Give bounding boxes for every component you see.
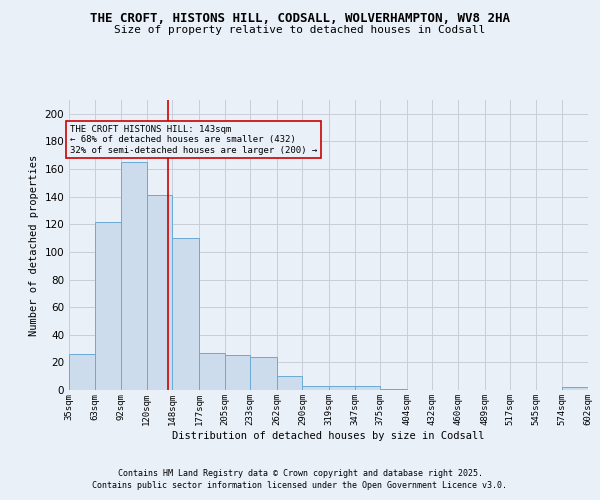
Bar xyxy=(302,386,329,390)
Text: Contains public sector information licensed under the Open Government Licence v3: Contains public sector information licen… xyxy=(92,481,508,490)
Bar xyxy=(147,196,172,390)
Y-axis label: Number of detached properties: Number of detached properties xyxy=(29,154,39,336)
Bar xyxy=(329,386,355,390)
Text: Size of property relative to detached houses in Codsall: Size of property relative to detached ho… xyxy=(115,25,485,35)
Text: THE CROFT, HISTONS HILL, CODSALL, WOLVERHAMPTON, WV8 2HA: THE CROFT, HISTONS HILL, CODSALL, WOLVER… xyxy=(90,12,510,26)
Bar xyxy=(95,222,121,390)
Text: Contains HM Land Registry data © Crown copyright and database right 2025.: Contains HM Land Registry data © Crown c… xyxy=(118,468,482,477)
Text: THE CROFT HISTONS HILL: 143sqm
← 68% of detached houses are smaller (432)
32% of: THE CROFT HISTONS HILL: 143sqm ← 68% of … xyxy=(70,125,317,154)
Bar xyxy=(121,162,147,390)
Bar xyxy=(199,352,224,390)
Bar xyxy=(224,356,250,390)
X-axis label: Distribution of detached houses by size in Codsall: Distribution of detached houses by size … xyxy=(172,430,485,440)
Bar xyxy=(69,354,95,390)
Bar xyxy=(380,388,407,390)
Bar xyxy=(355,386,380,390)
Bar xyxy=(250,357,277,390)
Bar xyxy=(277,376,302,390)
Bar xyxy=(172,238,199,390)
Bar xyxy=(562,387,588,390)
